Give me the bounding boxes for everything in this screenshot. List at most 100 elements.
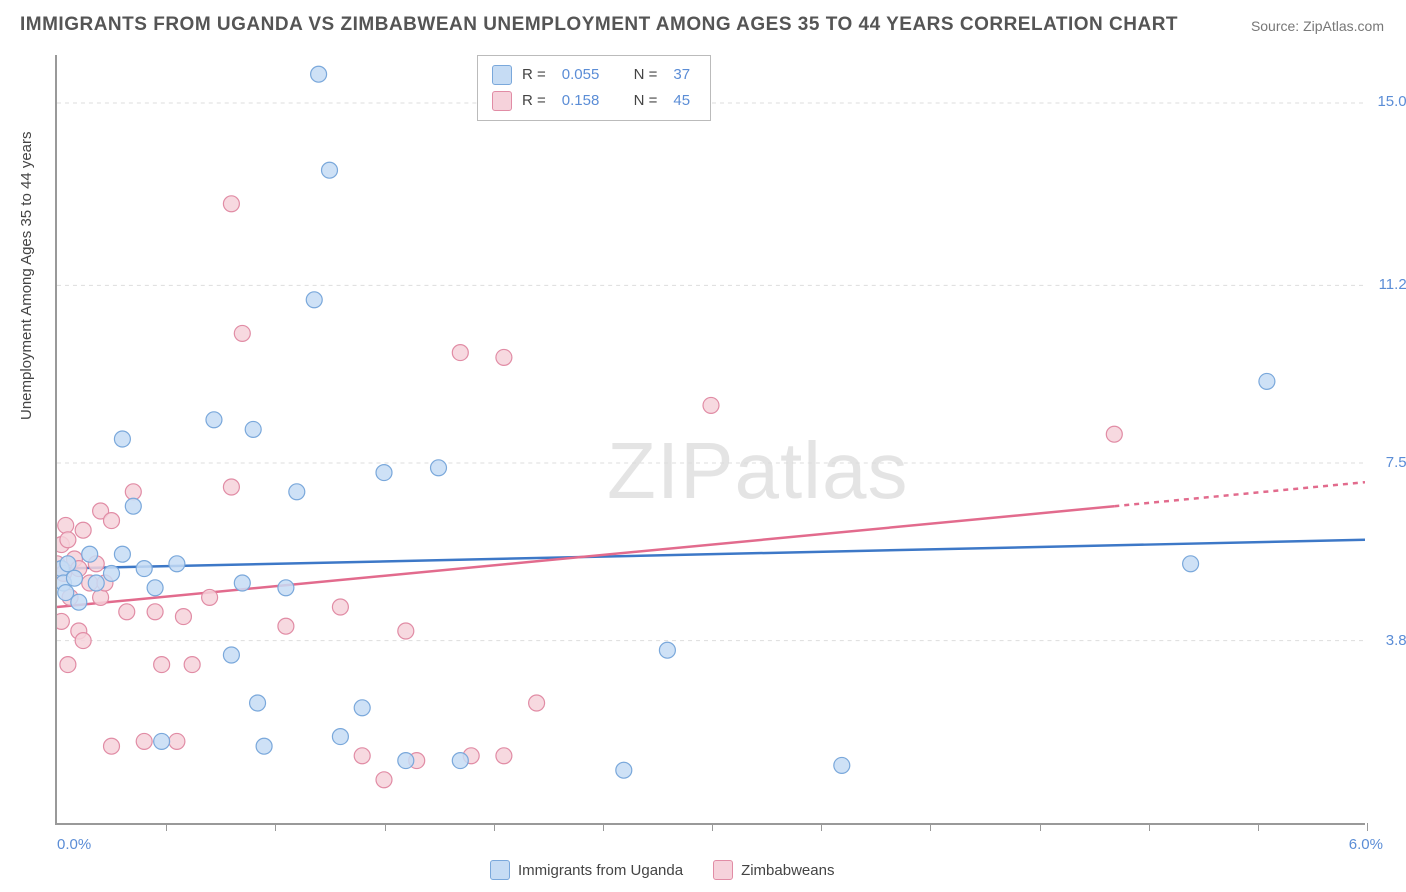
y-axis-label: Unemployment Among Ages 35 to 44 years xyxy=(18,131,35,420)
legend-row-uganda: R = 0.055 N = 37 xyxy=(492,62,696,88)
scatter-point xyxy=(398,623,414,639)
swatch-uganda-icon xyxy=(490,860,510,880)
trend-line xyxy=(1114,482,1365,506)
legend-item-uganda: Immigrants from Uganda xyxy=(490,860,683,880)
scatter-point xyxy=(529,695,545,711)
scatter-point xyxy=(104,565,120,581)
n-label: N = xyxy=(634,62,658,88)
scatter-point xyxy=(125,498,141,514)
x-tick-mark xyxy=(603,823,604,831)
scatter-point xyxy=(496,349,512,365)
scatter-point xyxy=(250,695,266,711)
scatter-point xyxy=(234,575,250,591)
scatter-point xyxy=(376,772,392,788)
scatter-point xyxy=(88,575,104,591)
scatter-point xyxy=(82,546,98,562)
scatter-point xyxy=(332,599,348,615)
scatter-point xyxy=(256,738,272,754)
x-tick-mark xyxy=(821,823,822,831)
scatter-point xyxy=(1183,556,1199,572)
scatter-point xyxy=(57,613,69,629)
scatter-point xyxy=(452,345,468,361)
scatter-point xyxy=(616,762,632,778)
source-label: Source: ZipAtlas.com xyxy=(1251,18,1384,34)
legend-row-zimbabwe: R = 0.158 N = 45 xyxy=(492,88,696,114)
scatter-point xyxy=(154,657,170,673)
scatter-point xyxy=(245,421,261,437)
scatter-point xyxy=(1259,373,1275,389)
scatter-point xyxy=(136,733,152,749)
swatch-zimbabwe-icon xyxy=(713,860,733,880)
legend-item-zimbabwe: Zimbabweans xyxy=(713,860,834,880)
scatter-point xyxy=(659,642,675,658)
scatter-point xyxy=(66,570,82,586)
series-legend: Immigrants from Uganda Zimbabweans xyxy=(490,860,834,880)
scatter-point xyxy=(452,753,468,769)
scatter-point xyxy=(125,484,141,500)
scatter-point xyxy=(354,748,370,764)
scatter-point xyxy=(278,580,294,596)
swatch-zimbabwe-icon xyxy=(492,91,512,111)
r-value-zimbabwe: 0.158 xyxy=(562,88,600,114)
scatter-point xyxy=(104,738,120,754)
scatter-point xyxy=(169,733,185,749)
scatter-point xyxy=(60,532,76,548)
scatter-point xyxy=(703,397,719,413)
scatter-point xyxy=(71,594,87,610)
scatter-point xyxy=(58,517,74,533)
scatter-point xyxy=(311,66,327,82)
scatter-point xyxy=(376,465,392,481)
x-tick-mark xyxy=(494,823,495,831)
scatter-point xyxy=(223,647,239,663)
scatter-point xyxy=(332,729,348,745)
x-tick-mark xyxy=(1040,823,1041,831)
scatter-point xyxy=(306,292,322,308)
scatter-point xyxy=(206,412,222,428)
scatter-point xyxy=(147,580,163,596)
n-value-uganda: 37 xyxy=(673,62,690,88)
scatter-point xyxy=(114,546,130,562)
scatter-point xyxy=(354,700,370,716)
y-tick-label: 11.2% xyxy=(1379,276,1406,293)
chart-svg xyxy=(57,55,1365,823)
r-label: R = xyxy=(522,62,546,88)
scatter-point xyxy=(154,733,170,749)
scatter-point xyxy=(223,196,239,212)
scatter-point xyxy=(75,522,91,538)
scatter-point xyxy=(169,556,185,572)
scatter-point xyxy=(834,757,850,773)
scatter-point xyxy=(75,633,91,649)
scatter-point xyxy=(278,618,294,634)
scatter-point xyxy=(136,561,152,577)
r-value-uganda: 0.055 xyxy=(562,62,600,88)
scatter-point xyxy=(223,479,239,495)
scatter-point xyxy=(202,589,218,605)
x-tick-mark xyxy=(930,823,931,831)
scatter-point xyxy=(496,748,512,764)
x-tick-mark xyxy=(275,823,276,831)
y-tick-label: 15.0% xyxy=(1377,93,1406,110)
scatter-point xyxy=(114,431,130,447)
x-tick-mark xyxy=(385,823,386,831)
x-tick-mark xyxy=(712,823,713,831)
chart-title: IMMIGRANTS FROM UGANDA VS ZIMBABWEAN UNE… xyxy=(20,14,1178,36)
y-tick-label: 7.5% xyxy=(1386,454,1406,471)
correlation-legend: R = 0.055 N = 37 R = 0.158 N = 45 xyxy=(477,55,711,121)
x-tick-min: 0.0% xyxy=(57,836,91,853)
n-value-zimbabwe: 45 xyxy=(673,88,690,114)
x-tick-mark xyxy=(166,823,167,831)
r-label: R = xyxy=(522,88,546,114)
scatter-point xyxy=(147,604,163,620)
x-tick-max: 6.0% xyxy=(1349,836,1383,853)
swatch-uganda-icon xyxy=(492,65,512,85)
legend-label-zimbabwe: Zimbabweans xyxy=(741,862,834,879)
y-tick-label: 3.8% xyxy=(1386,632,1406,649)
scatter-point xyxy=(1106,426,1122,442)
chart-container: IMMIGRANTS FROM UGANDA VS ZIMBABWEAN UNE… xyxy=(0,0,1406,892)
plot-area: ZIPatlas 3.8%7.5%11.2%15.0% 0.0% 6.0% R … xyxy=(55,55,1365,825)
scatter-point xyxy=(184,657,200,673)
scatter-point xyxy=(398,753,414,769)
scatter-point xyxy=(60,556,76,572)
scatter-point xyxy=(93,589,109,605)
scatter-point xyxy=(60,657,76,673)
